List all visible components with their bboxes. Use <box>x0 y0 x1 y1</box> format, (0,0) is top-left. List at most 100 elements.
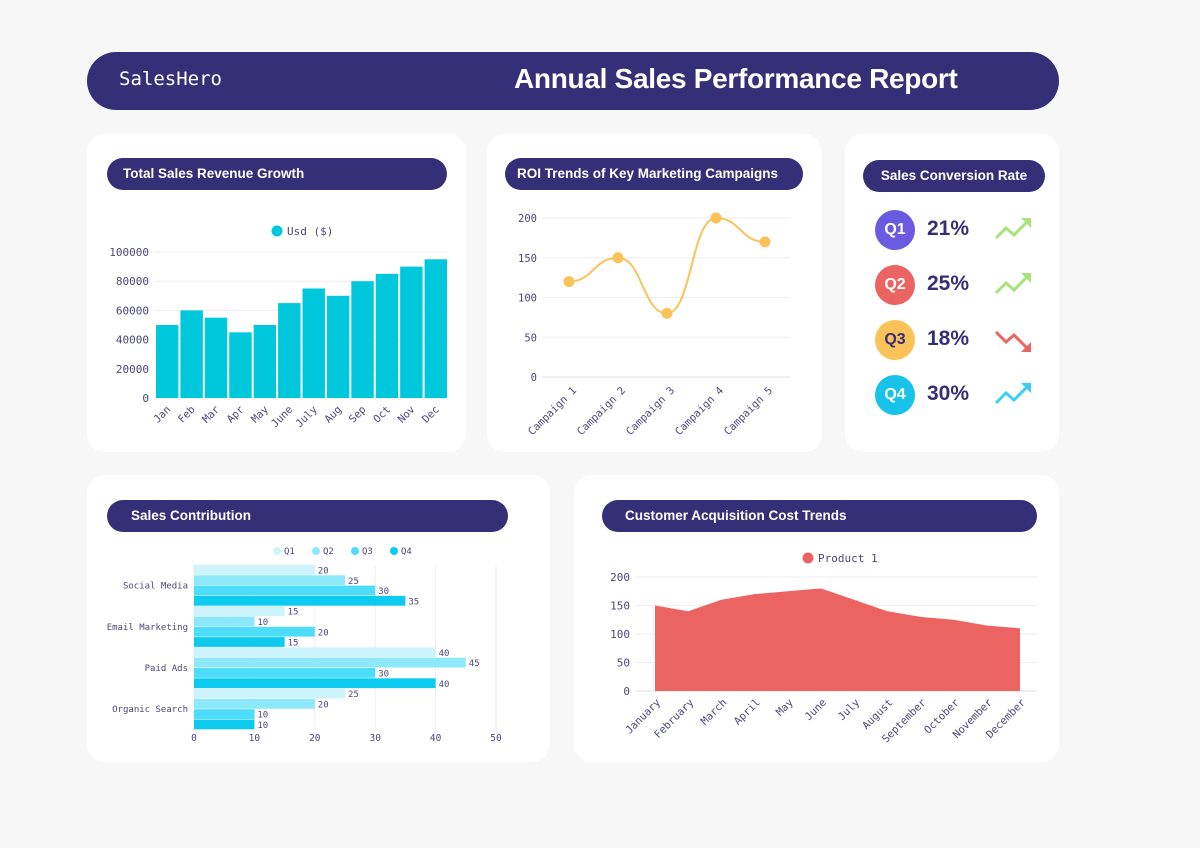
x-tick-label: Nov <box>396 404 418 426</box>
x-tick-label: 30 <box>369 733 381 744</box>
conversion-value: 30% <box>927 382 970 405</box>
data-label: 25 <box>348 577 359 587</box>
data-point <box>710 212 722 224</box>
x-tick-label: 50 <box>490 733 502 744</box>
bar <box>194 678 436 689</box>
quarter-badge: Q2 <box>875 265 915 305</box>
legend-marker <box>273 547 281 555</box>
conversion-value: 18% <box>927 327 970 350</box>
bar <box>194 709 255 719</box>
y-tick-label: 50 <box>524 332 537 344</box>
data-label: 15 <box>288 639 299 649</box>
legend-label: Q2 <box>323 547 334 557</box>
data-label: 10 <box>257 618 268 628</box>
cac-card: Customer Acquisition Cost Trends Product… <box>574 475 1059 762</box>
bar <box>194 595 406 606</box>
contribution-chart: Q1 Q2 Q3 Q4 0 10 20 30 40 50 20 25 30 35 Social Media 1… <box>107 547 502 744</box>
bar <box>253 325 277 398</box>
x-tick-label: June <box>269 404 295 430</box>
bar <box>194 626 315 637</box>
line-series <box>568 216 766 315</box>
x-tick-label: Campaign 1 <box>526 385 579 438</box>
y-tick-label: Social Media <box>123 582 188 592</box>
data-point <box>563 276 575 288</box>
bar <box>351 281 374 398</box>
legend-marker <box>802 552 814 564</box>
y-tick-label: 0 <box>623 685 630 698</box>
quarter-badge: Q1 <box>875 210 915 250</box>
data-label: 40 <box>439 680 450 690</box>
legend-label: Q3 <box>362 547 373 557</box>
data-label: 30 <box>378 587 389 597</box>
x-tick-label: May <box>774 697 796 719</box>
x-tick-label: Apr <box>225 404 247 426</box>
x-tick-label: Campaign 5 <box>722 385 775 438</box>
report-header: SalesHero Annual Sales Performance Repor… <box>87 52 1059 110</box>
x-tick-label: March <box>699 697 730 728</box>
y-tick-label: 0 <box>531 372 537 384</box>
cac-title: Customer Acquisition Cost Trends <box>602 500 1037 532</box>
y-tick-label: 100000 <box>109 246 149 259</box>
trend-up-icon <box>994 218 1031 240</box>
x-tick-label: July <box>836 697 862 723</box>
contribution-title: Sales Contribution <box>107 500 508 532</box>
bar <box>326 295 350 398</box>
x-tick-label: 40 <box>430 733 442 744</box>
trend-up-icon <box>994 273 1031 295</box>
x-tick-label: 10 <box>249 733 261 744</box>
legend-marker <box>351 547 359 555</box>
y-tick-label: 150 <box>610 600 630 613</box>
data-label: 35 <box>408 597 419 607</box>
x-tick-label: Campaign 4 <box>673 385 726 438</box>
y-tick-label: 0 <box>142 392 149 405</box>
bar <box>194 616 255 627</box>
revenue-card: Total Sales Revenue Growth Usd ($) 0 20000… <box>87 134 466 452</box>
bar <box>194 688 345 699</box>
x-tick-label: June <box>803 697 829 723</box>
brand-logo: SalesHero <box>119 68 222 90</box>
page-title: Annual Sales Performance Report <box>514 63 958 94</box>
legend-label: Product 1 <box>818 552 878 565</box>
conversion-row: Q2 25% <box>875 265 1045 305</box>
roi-card: ROI Trends of Key Marketing Campaigns 0 5… <box>487 134 822 452</box>
y-tick-label: 80000 <box>116 275 149 288</box>
y-tick-label: Organic Search <box>112 705 188 715</box>
data-point <box>661 307 673 319</box>
data-label: 30 <box>378 670 389 680</box>
legend-marker <box>390 547 398 555</box>
x-tick-label: Aug <box>322 404 344 426</box>
x-tick-label: 20 <box>309 733 321 744</box>
bar <box>424 259 447 398</box>
bar <box>194 575 345 586</box>
revenue-title: Total Sales Revenue Growth <box>107 158 447 190</box>
quarter-badge: Q3 <box>875 320 915 360</box>
y-tick-label: 20000 <box>116 363 149 376</box>
conversion-value: 25% <box>927 272 970 295</box>
conversion-value: 21% <box>927 217 970 240</box>
conversion-title: Sales Conversion Rate <box>863 160 1045 192</box>
y-tick-label: 150 <box>518 253 537 265</box>
contribution-card: Sales Contribution Q1 Q2 Q3 Q4 0 10 20 30 40 50 20… <box>87 475 550 762</box>
area-series <box>655 588 1020 691</box>
trend-down-icon <box>994 330 1031 352</box>
legend-label: Q1 <box>284 547 295 557</box>
legend-marker <box>312 547 320 555</box>
roi-title: ROI Trends of Key Marketing Campaigns <box>505 158 803 190</box>
data-label: 20 <box>318 700 329 710</box>
x-tick-label: Campaign 2 <box>575 385 628 438</box>
bar <box>194 668 376 678</box>
bar <box>375 273 399 398</box>
conversion-card: Sales Conversion Rate Q1 21% Q2 25% Q3 18% Q4 3… <box>845 134 1059 452</box>
quarter-badge: Q4 <box>875 375 915 415</box>
y-tick-label: Email Marketing <box>107 623 188 633</box>
data-label: 45 <box>469 659 480 669</box>
legend-marker <box>271 225 283 237</box>
x-tick-label: Campaign 3 <box>624 385 677 438</box>
x-tick-label: April <box>732 697 763 728</box>
conversion-row: Q3 18% <box>875 320 1045 360</box>
bar <box>194 606 285 616</box>
data-label: 40 <box>439 649 450 659</box>
x-tick-label: Feb <box>176 404 198 426</box>
data-point <box>612 252 624 264</box>
